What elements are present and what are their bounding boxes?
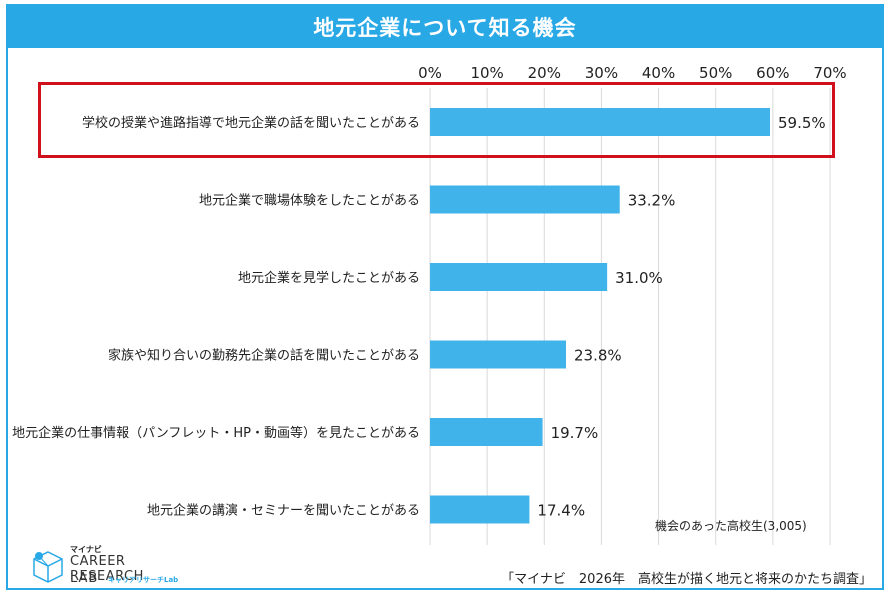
x-tick-label: 10% [470, 64, 503, 82]
bar [430, 340, 566, 369]
bar [430, 263, 608, 291]
career-research-lab-logo: マイナビ CAREER RESEARCH LAB キャリアリサーチLab [30, 544, 200, 588]
sample-note: 機会のあった高校生(3,005) [655, 519, 807, 533]
data-label: 19.7% [551, 424, 599, 442]
x-tick-label: 40% [642, 64, 675, 82]
logo-line2: LAB [70, 571, 99, 586]
bar [430, 418, 543, 446]
category-label: 地元企業を見学したことがある [238, 270, 420, 286]
data-label: 31.0% [615, 269, 663, 287]
x-tick-label: 0% [418, 64, 442, 82]
highlight-box [38, 82, 835, 158]
logo-line1: CAREER RESEARCH [70, 554, 144, 584]
x-tick-label: 70% [813, 64, 846, 82]
bar [430, 185, 620, 214]
x-tick-label: 60% [756, 64, 789, 82]
cube-logo-icon [33, 551, 63, 583]
category-label: 地元企業の仕事情報（パンフレット・HP・動画等）を見たことがある [12, 425, 420, 441]
logo-brand: マイナビ [70, 545, 102, 554]
x-tick-label: 50% [699, 64, 732, 82]
data-label: 59.5% [778, 114, 826, 132]
source-citation: 「マイナビ 2026年 高校生が描く地元と将来のかたち調査」 [501, 572, 872, 587]
x-tick-label: 30% [585, 64, 618, 82]
logo-sub: キャリアリサーチLab [108, 576, 179, 584]
category-label: 地元企業の講演・セミナーを聞いたことがある [147, 503, 420, 519]
category-label: 地元企業で職場体験をしたことがある [199, 193, 420, 209]
bar [430, 108, 770, 136]
category-label: 家族や知り合いの勤務先企業の話を聞いたことがある [108, 348, 420, 364]
category-label: 学校の授業や進路指導で地元企業の話を聞いたことがある [82, 115, 420, 131]
chart-title: 地元企業について知る機会 [8, 6, 882, 48]
data-label: 33.2% [628, 192, 676, 210]
data-label: 23.8% [574, 347, 622, 365]
data-label: 17.4% [537, 502, 585, 520]
chart-frame: 地元企業について知る機会 [6, 4, 884, 590]
x-tick-label: 20% [528, 64, 561, 82]
bar [430, 495, 530, 524]
